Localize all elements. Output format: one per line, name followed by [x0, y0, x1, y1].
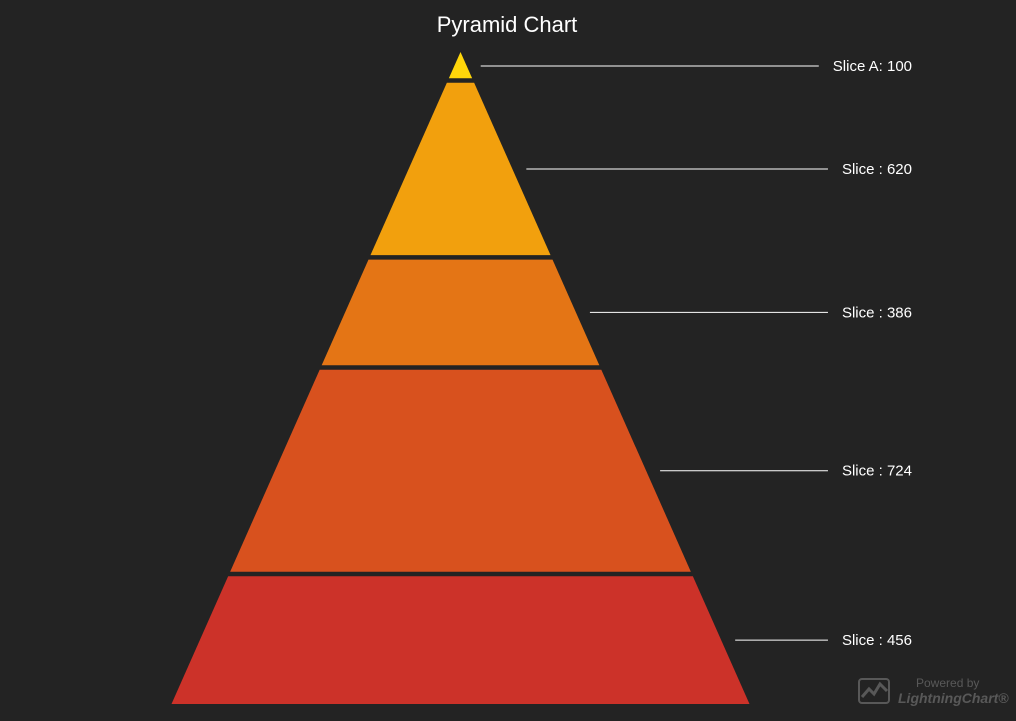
slice-label: Slice : 456: [842, 632, 912, 649]
pyramid-slices: [171, 52, 750, 704]
slice-labels: Slice A: 100 Slice : 620 Slice : 386 Slice …: [480, 58, 912, 649]
pyramid-slice[interactable]: [230, 369, 691, 572]
lightningchart-logo-icon: [858, 678, 890, 704]
pyramid-slice[interactable]: [370, 82, 551, 256]
pyramid-slice[interactable]: [448, 52, 473, 79]
powered-by-watermark[interactable]: Powered by LightningChart®: [858, 674, 1009, 710]
pyramid-slice[interactable]: [321, 259, 600, 366]
slice-label: Slice A: 100: [833, 58, 912, 75]
slice-label: Slice : 386: [842, 304, 912, 321]
slice-label: Slice : 620: [842, 161, 912, 178]
watermark-powered-text: Powered by: [916, 676, 980, 690]
pyramid-slice[interactable]: [171, 576, 750, 704]
slice-label: Slice : 724: [842, 463, 912, 480]
watermark-brand-text: LightningChart®: [898, 690, 1009, 706]
chart-title: Pyramid Chart: [437, 12, 578, 37]
